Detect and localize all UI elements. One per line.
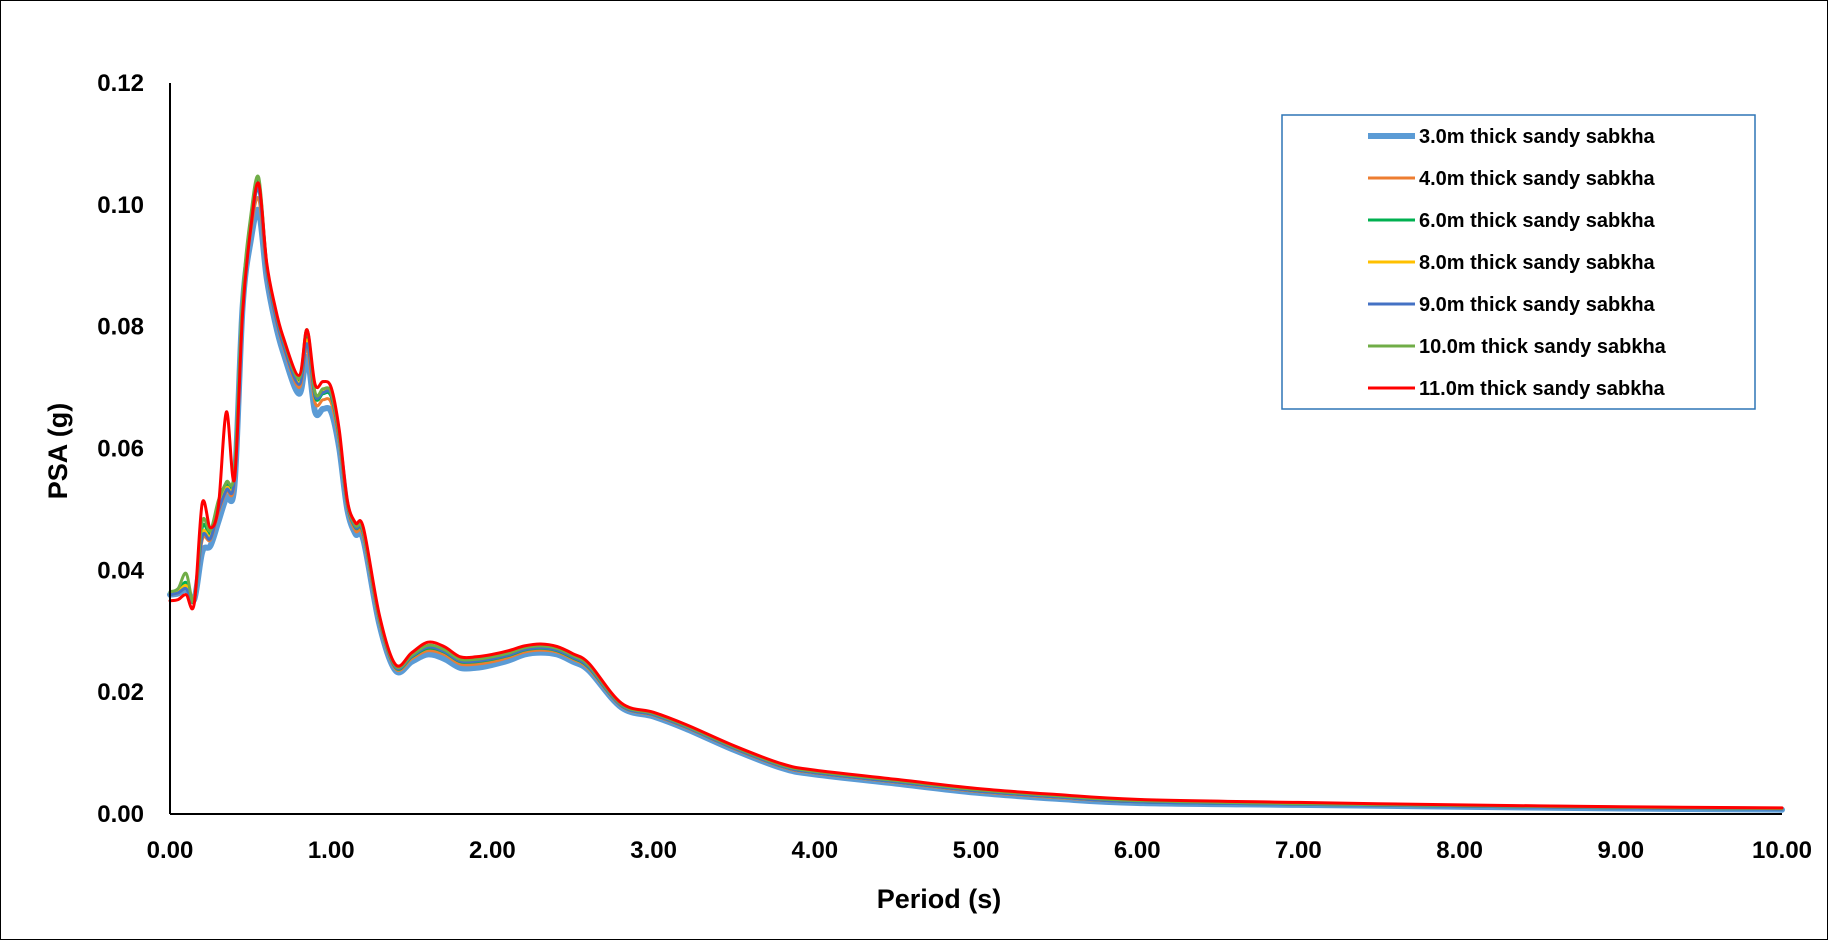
series-line-7 xyxy=(168,181,1784,810)
x-tick-label: 5.00 xyxy=(953,837,1000,864)
legend-label-2: 4.0m thick sandy sabkha xyxy=(1419,168,1656,190)
x-tick-label: 8.00 xyxy=(1436,837,1483,864)
y-axis-title: PSA (g) xyxy=(43,403,73,500)
x-tick-label: 2.00 xyxy=(469,837,516,864)
series-layer xyxy=(167,174,1785,813)
y-tick-label: 0.06 xyxy=(97,436,144,463)
legend-label-4: 8.0m thick sandy sabkha xyxy=(1419,252,1656,274)
y-tick-label: 0.08 xyxy=(97,314,144,341)
y-tick-label: 0.00 xyxy=(97,801,144,828)
x-tick-label: 0.00 xyxy=(147,837,194,864)
x-tick-label: 10.00 xyxy=(1752,837,1812,864)
x-tick-label: 4.00 xyxy=(791,837,838,864)
y-tick-label: 0.10 xyxy=(97,192,144,219)
y-tick-label: 0.02 xyxy=(97,679,144,706)
x-axis-title: Period (s) xyxy=(877,884,1002,914)
legend-label-5: 9.0m thick sandy sabkha xyxy=(1419,294,1656,316)
x-tick-label: 3.00 xyxy=(630,837,677,864)
x-tick-label: 9.00 xyxy=(1597,837,1644,864)
x-tick-label: 7.00 xyxy=(1275,837,1322,864)
legend-box xyxy=(1281,114,1756,410)
x-tick-label: 1.00 xyxy=(308,837,355,864)
legend-label-7: 11.0m thick sandy sabkha xyxy=(1419,378,1666,400)
y-tick-label: 0.04 xyxy=(97,557,144,584)
legend-label-6: 10.0m thick sandy sabkha xyxy=(1419,336,1667,358)
legend-entries: 3.0m thick sandy sabkha 4.0m thick sandy … xyxy=(1368,126,1667,400)
y-tick-labels: 0.00 0.02 0.04 0.06 0.08 0.10 0.12 xyxy=(97,70,144,828)
legend-label-1: 3.0m thick sandy sabkha xyxy=(1419,126,1656,148)
x-tick-labels: 0.00 1.00 2.00 3.00 4.00 5.00 6.00 7.00 8.00 9.00… xyxy=(147,837,1812,864)
legend: 3.0m thick sandy sabkha 4.0m thick sandy … xyxy=(1281,114,1756,410)
legend-label-3: 6.0m thick sandy sabkha xyxy=(1419,210,1656,232)
y-tick-label: 0.12 xyxy=(97,70,144,97)
x-tick-label: 6.00 xyxy=(1114,837,1161,864)
